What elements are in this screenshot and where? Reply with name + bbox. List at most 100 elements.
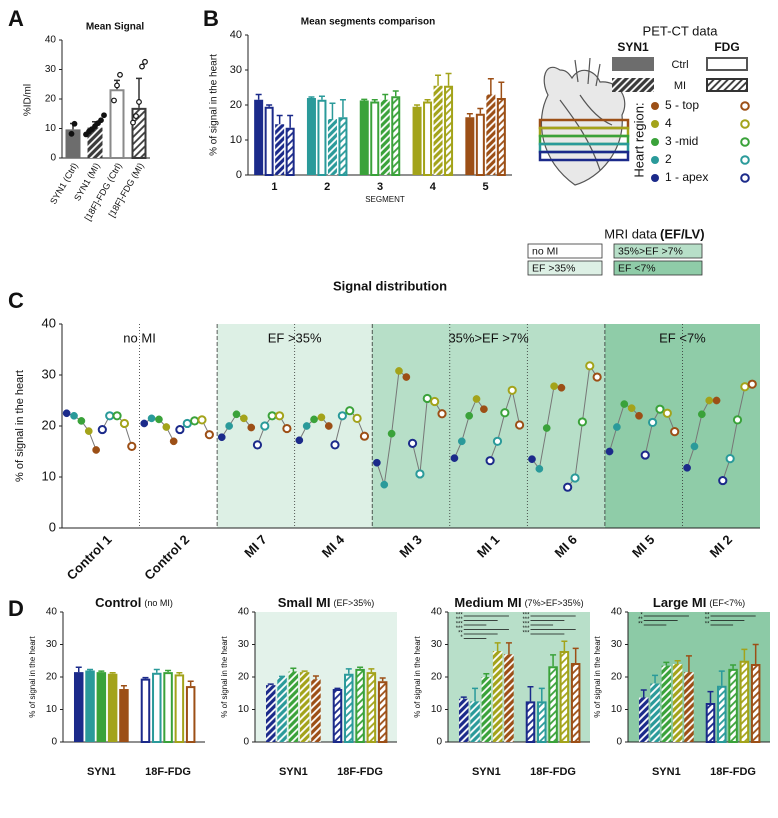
swatch-fdg-mi <box>706 78 748 92</box>
significance-label: *** <box>456 613 464 619</box>
error-bar <box>652 674 659 684</box>
bar <box>423 101 433 176</box>
y-tick-label: 20 <box>238 672 250 683</box>
bar <box>152 672 162 744</box>
region-swatch <box>651 138 659 146</box>
fdg-point <box>267 411 277 421</box>
syn1-point <box>465 411 474 420</box>
error-bar <box>329 102 336 119</box>
significance-label: *** <box>456 626 464 632</box>
error-bar <box>255 93 262 100</box>
significance-label: ** <box>638 617 643 623</box>
fdg-point <box>655 404 665 414</box>
bar <box>96 672 107 742</box>
fdg-point <box>274 411 285 421</box>
bar <box>465 117 475 175</box>
error-bar <box>472 687 479 702</box>
syn1-point <box>542 424 551 432</box>
error-bar <box>752 643 759 664</box>
bar <box>458 698 469 742</box>
error-bar <box>718 670 725 686</box>
fdg-point <box>740 382 750 392</box>
region-swatch <box>651 120 659 128</box>
panel-letter: B <box>203 6 219 31</box>
significance-label: ** <box>705 622 710 628</box>
y-tick-label: 30 <box>611 639 623 650</box>
fdg-point <box>563 482 573 492</box>
syn1-point <box>395 367 403 375</box>
syn1-point <box>295 436 304 445</box>
heart-band <box>538 150 630 162</box>
region-swatch-open <box>740 137 750 147</box>
region-swatch-open <box>740 155 750 165</box>
chart-title: Control (no MI) <box>95 595 173 610</box>
title-sub: (EF>35%) <box>333 598 374 608</box>
fdg-point <box>585 361 595 371</box>
bar <box>750 664 761 743</box>
bar <box>306 98 316 175</box>
legend-title: PET-CT data <box>643 23 719 38</box>
mri-label: EF <7% <box>618 262 656 274</box>
bar <box>119 689 129 742</box>
fdg-point <box>282 423 292 434</box>
legend-row: MI <box>674 80 686 92</box>
syn1-point <box>77 417 86 425</box>
error-bar <box>187 680 194 687</box>
region-background <box>372 324 605 528</box>
x-tick-label: MI 1 <box>474 532 502 560</box>
mri-subtitle: (EF/LV) <box>660 226 705 241</box>
x-tick-label: 18F-FDG <box>145 766 191 778</box>
error-bar <box>98 670 105 673</box>
region-label: no MI <box>123 330 156 345</box>
y-tick-label: 10 <box>230 134 242 146</box>
fdg-point <box>485 456 495 466</box>
x-axis-label: SEGMENT <box>365 195 405 204</box>
error-bar <box>494 642 501 651</box>
significance-label: *** <box>456 617 464 623</box>
error-bar <box>267 683 274 686</box>
x-tick-label: SYN1 <box>279 766 308 778</box>
y-tick-label: 0 <box>49 519 56 534</box>
bar <box>85 670 95 742</box>
bar <box>739 660 750 743</box>
error-bar <box>142 676 149 679</box>
significance-label: ** <box>705 617 710 623</box>
mri-label: no MI <box>532 245 558 257</box>
significance-label: *** <box>522 613 530 619</box>
heart-drawing <box>540 57 626 186</box>
y-tick-label: 0 <box>616 737 622 748</box>
data-point <box>130 119 136 126</box>
bar <box>327 119 337 175</box>
error-bar <box>120 685 127 690</box>
syn1-point <box>155 415 163 424</box>
significance-label: *** <box>522 622 530 628</box>
error-bar <box>483 673 490 677</box>
fdg-point <box>577 417 587 427</box>
syn1-point <box>70 411 78 420</box>
fdg-point <box>640 450 650 460</box>
chart-title: Signal distribution <box>333 278 447 293</box>
y-tick-label: 40 <box>45 35 57 46</box>
bar <box>344 673 354 743</box>
x-tick-label: MI 6 <box>551 532 579 560</box>
error-bar <box>498 81 505 98</box>
region-title: Heart region: <box>631 102 646 177</box>
fdg-point <box>570 473 580 483</box>
panel-letter: C <box>8 288 24 313</box>
significance-label: * <box>640 613 643 619</box>
region-swatch <box>651 102 659 110</box>
y-tick-label: 40 <box>46 607 58 618</box>
bar <box>65 129 81 158</box>
error-bar <box>279 675 286 678</box>
syn1-point <box>302 422 311 430</box>
syn1-point <box>550 382 558 391</box>
error-bar <box>414 104 421 107</box>
error-bar <box>368 668 375 673</box>
mri-label: EF >35% <box>532 262 575 274</box>
fdg-point <box>105 411 115 421</box>
syn1-point <box>310 415 318 424</box>
bar <box>87 127 103 158</box>
fdg-point <box>500 408 510 418</box>
error-bar <box>361 98 368 101</box>
syn1-point <box>457 437 466 446</box>
